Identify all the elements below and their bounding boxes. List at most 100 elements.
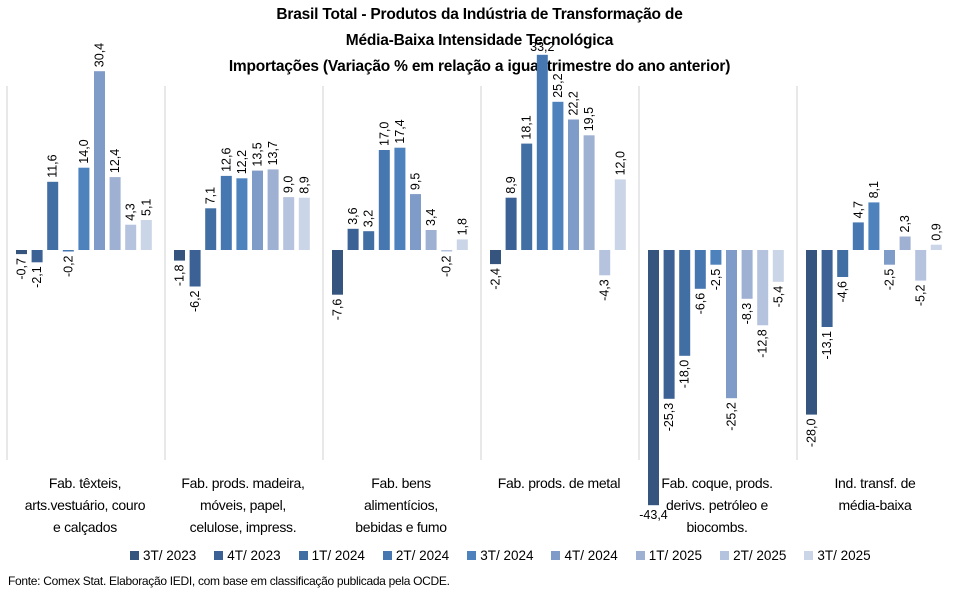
data-label: 22,2 xyxy=(567,91,581,115)
data-label: 11,6 xyxy=(46,154,60,177)
data-label: -0,2 xyxy=(440,255,454,277)
category-label: Ind. transf. de média-baixa xyxy=(796,472,954,516)
bar xyxy=(16,250,27,255)
legend-label: 3T/ 2025 xyxy=(817,547,871,563)
legend-label: 4T/ 2023 xyxy=(227,547,281,563)
data-label: 3,6 xyxy=(346,207,360,224)
bar xyxy=(614,179,626,250)
bar xyxy=(837,250,849,277)
legend-item: 3T/ 2025 xyxy=(804,546,871,564)
data-label: 30,4 xyxy=(93,43,107,67)
bar xyxy=(363,231,375,250)
bar xyxy=(568,119,579,250)
category-label-line: alimentícios, xyxy=(364,497,438,513)
legend-label: 2T/ 2025 xyxy=(733,547,787,563)
legend-swatch xyxy=(720,550,730,560)
bar xyxy=(441,250,453,252)
data-label: -5,2 xyxy=(914,285,928,307)
bar xyxy=(899,236,911,250)
category-label: Fab. coque, prods. derivs. petróleo e bioc… xyxy=(638,472,796,538)
data-label: 17,4 xyxy=(393,119,407,143)
legend-label: 1T/ 2024 xyxy=(311,547,365,563)
bar xyxy=(505,197,517,250)
category-label-line: média-baixa xyxy=(838,497,912,513)
data-label: 13,7 xyxy=(266,141,280,165)
bar xyxy=(298,197,310,250)
category-label-line: e calçados xyxy=(53,519,117,535)
bar xyxy=(583,135,595,250)
legend-swatch xyxy=(635,550,645,560)
bar xyxy=(109,177,121,250)
data-label: -6,6 xyxy=(693,293,707,315)
bar xyxy=(174,250,185,261)
chart-title-line-2: Média-Baixa Intensidade Tecnológica xyxy=(345,32,614,49)
data-label: -25,3 xyxy=(662,403,676,432)
legend-swatch xyxy=(382,550,392,560)
category-label-line: bebidas e fumo xyxy=(355,519,447,535)
data-label: 8,1 xyxy=(867,181,881,198)
data-label: 12,0 xyxy=(613,151,627,175)
bar xyxy=(332,250,343,295)
legend-item: 2T/ 2025 xyxy=(720,546,786,564)
data-label: 7,1 xyxy=(204,187,218,204)
legend-label: 1T/ 2025 xyxy=(648,547,703,563)
bar xyxy=(31,250,43,263)
bar xyxy=(806,250,817,415)
data-label: -5,4 xyxy=(771,286,785,308)
category-label-line: arts.vestuário, couro xyxy=(24,497,146,513)
data-label: 8,9 xyxy=(297,176,311,193)
category-label-line: Fab. têxteis, xyxy=(48,475,122,491)
bar xyxy=(47,181,59,250)
chart-title-line-1: Brasil Total - Produtos da Indústria de … xyxy=(276,6,683,23)
legend-item: 2T/ 2024 xyxy=(382,546,449,564)
category-label-line: Fab. bens xyxy=(371,475,431,491)
legend-item: 1T/ 2025 xyxy=(635,546,703,564)
data-label: 0,9 xyxy=(929,223,943,240)
bar xyxy=(521,143,533,250)
data-label: -8,3 xyxy=(740,303,754,325)
bar xyxy=(884,250,895,265)
category-label: Fab. têxteis, arts.vestuário, couro e calç… xyxy=(6,472,164,538)
bar xyxy=(930,244,942,250)
data-label: -4,6 xyxy=(836,281,850,303)
bar xyxy=(347,228,359,250)
bar xyxy=(648,250,659,506)
legend-swatch xyxy=(551,550,561,560)
data-label: -0,7 xyxy=(15,258,29,280)
data-label: -28,0 xyxy=(805,419,819,448)
category-label: Fab. prods. madeira, móveis, papel, celulo… xyxy=(164,472,322,538)
category-label-line: Fab. prods. de metal xyxy=(497,475,621,491)
data-label: 13,5 xyxy=(251,142,265,166)
data-label: 17,0 xyxy=(377,122,391,146)
data-label: 8,9 xyxy=(504,176,518,193)
bar xyxy=(394,147,406,250)
legend-label: 4T/ 2024 xyxy=(564,547,618,563)
chart-legend: 3T/ 2023 4T/ 2023 1T/ 2024 2T/ 2024 3T/ 2024… xyxy=(130,546,889,564)
data-label: -25,2 xyxy=(725,402,739,431)
data-label: -18,0 xyxy=(678,360,692,389)
bar xyxy=(726,250,737,399)
data-label: -2,1 xyxy=(30,266,44,288)
category-label: Fab. prods. de metal xyxy=(480,472,638,494)
bar xyxy=(694,250,706,289)
legend-item: 1T/ 2024 xyxy=(298,546,365,564)
data-label: -7,6 xyxy=(331,299,345,321)
bar xyxy=(663,250,675,399)
data-label: -2,5 xyxy=(709,269,723,291)
legend-label: 3T/ 2024 xyxy=(480,547,534,563)
legend-swatch xyxy=(298,550,308,560)
bar xyxy=(252,170,263,250)
legend-item: 4T/ 2023 xyxy=(214,546,281,564)
data-label: 3,4 xyxy=(424,209,438,226)
bar xyxy=(536,54,548,250)
data-label: 1,8 xyxy=(455,218,469,235)
bar xyxy=(915,250,927,281)
bar xyxy=(456,239,468,250)
bar xyxy=(772,250,784,282)
data-label: -6,2 xyxy=(188,290,202,312)
data-label: 33,2 xyxy=(530,40,554,54)
category-label-line: móveis, papel, xyxy=(199,497,287,513)
bar xyxy=(62,250,74,252)
category-label-line: Fab. coque, prods. xyxy=(661,475,773,491)
category-label-line: celulose, impress. xyxy=(189,519,297,535)
